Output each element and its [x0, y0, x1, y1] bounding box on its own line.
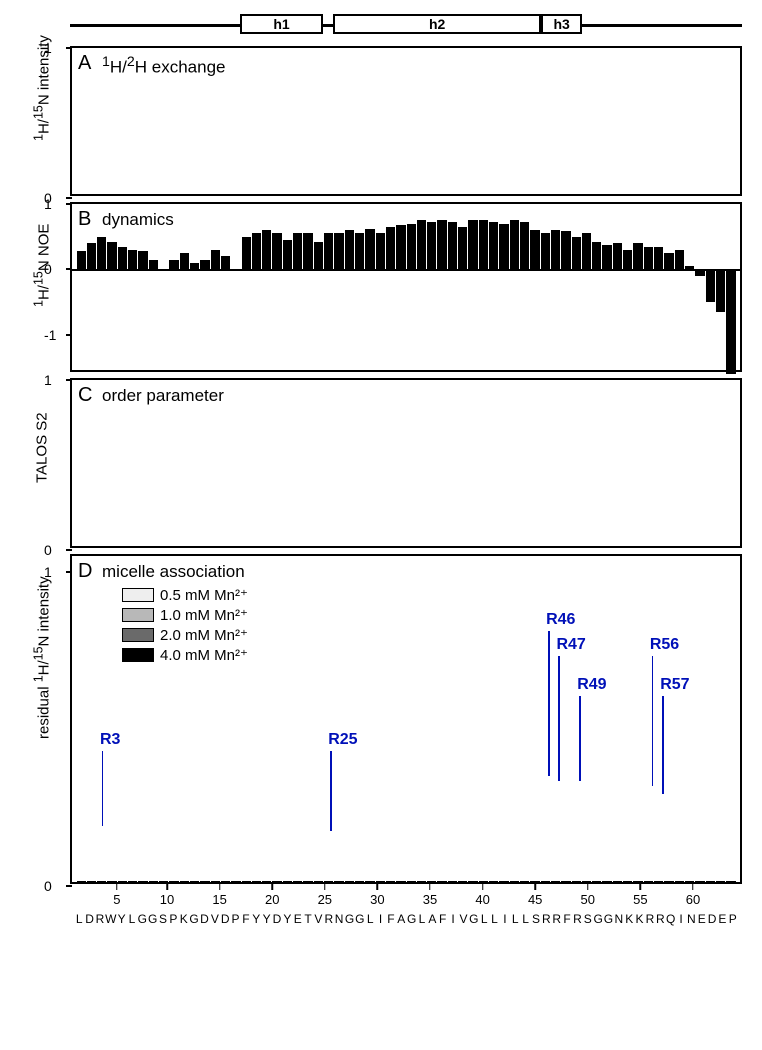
- seq-letter: R: [572, 912, 582, 926]
- ytick: 0: [44, 878, 52, 894]
- x-axis: 51015202530354045505560 LDRWYLGGSPKGDVDP…: [70, 886, 742, 936]
- seq-letter: S: [158, 912, 168, 926]
- seq-letter: R: [541, 912, 551, 926]
- seq-letter: W: [105, 912, 116, 926]
- panel-d-ylabel: residual 1H/15N intensity: [32, 699, 53, 739]
- seq-letter: I: [448, 912, 458, 926]
- seq-letter: L: [489, 912, 499, 926]
- seq-letter: D: [84, 912, 94, 926]
- seq-letter: L: [74, 912, 84, 926]
- seq-letter: L: [510, 912, 520, 926]
- seq-letter: R: [95, 912, 105, 926]
- panel-a-ylabel: 1H/15N intensity: [32, 101, 53, 141]
- seq-letter: R: [645, 912, 655, 926]
- seq-letter: G: [355, 912, 365, 926]
- seq-letter: G: [137, 912, 147, 926]
- seq-letter: I: [676, 912, 686, 926]
- seq-letter: D: [199, 912, 209, 926]
- seq-letter: P: [728, 912, 738, 926]
- seq-letter: L: [520, 912, 530, 926]
- helix-strip: h1 h2h3: [70, 10, 742, 40]
- seq-letter: T: [303, 912, 313, 926]
- ytick: 1: [44, 564, 52, 580]
- seq-letter: F: [241, 912, 251, 926]
- ytick: 0: [44, 542, 52, 558]
- seq-letter: Y: [116, 912, 126, 926]
- seq-letter: F: [438, 912, 448, 926]
- seq-letter: L: [365, 912, 375, 926]
- seq-letter: K: [179, 912, 189, 926]
- seq-letter: E: [697, 912, 707, 926]
- seq-letter: K: [634, 912, 644, 926]
- seq-letter: A: [396, 912, 406, 926]
- seq-letter: L: [417, 912, 427, 926]
- seq-letter: A: [427, 912, 437, 926]
- seq-letter: P: [168, 912, 178, 926]
- seq-letter: L: [479, 912, 489, 926]
- seq-letter: G: [147, 912, 157, 926]
- seq-letter: L: [127, 912, 137, 926]
- seq-letter: G: [406, 912, 416, 926]
- x-ticks: 51015202530354045505560: [74, 886, 738, 906]
- ytick: 1: [44, 40, 52, 56]
- panel-c: TALOS S2 C order parameter 01: [70, 378, 742, 548]
- seq-letter: K: [624, 912, 634, 926]
- seq-letter: R: [655, 912, 665, 926]
- panel-a-bars: [76, 48, 736, 194]
- sequence-row: LDRWYLGGSPKGDVDPFYYDYETVRNGGLIFAGLAFIVGL…: [74, 912, 738, 926]
- seq-letter: D: [220, 912, 230, 926]
- seq-letter: S: [531, 912, 541, 926]
- seq-letter: N: [614, 912, 624, 926]
- seq-letter: N: [334, 912, 344, 926]
- ytick: 1: [44, 372, 52, 388]
- ytick: 1: [44, 196, 52, 212]
- seq-letter: D: [707, 912, 717, 926]
- seq-letter: I: [500, 912, 510, 926]
- seq-letter: Y: [251, 912, 261, 926]
- panel-c-bars: [76, 380, 736, 546]
- seq-letter: N: [686, 912, 696, 926]
- panel-d-bars: [76, 556, 736, 882]
- figure: h1 h2h3 1H/15N intensity A 1H/2H exchange…: [10, 10, 752, 936]
- seq-letter: F: [562, 912, 572, 926]
- helix-h3: h3: [541, 14, 583, 34]
- seq-letter: G: [603, 912, 613, 926]
- seq-letter: V: [458, 912, 468, 926]
- seq-letter: G: [344, 912, 354, 926]
- seq-letter: G: [593, 912, 603, 926]
- seq-letter: R: [552, 912, 562, 926]
- seq-letter: Q: [665, 912, 675, 926]
- seq-letter: S: [583, 912, 593, 926]
- panel-a: 1H/15N intensity A 1H/2H exchange 01: [70, 46, 742, 196]
- seq-letter: Y: [261, 912, 271, 926]
- seq-letter: G: [469, 912, 479, 926]
- seq-letter: V: [210, 912, 220, 926]
- seq-letter: F: [386, 912, 396, 926]
- ytick: 0: [44, 261, 52, 277]
- seq-letter: D: [272, 912, 282, 926]
- panel-c-ylabel: TALOS S2: [34, 443, 51, 483]
- seq-letter: Y: [282, 912, 292, 926]
- helix-h1: h1: [240, 14, 323, 34]
- ytick: -1: [44, 327, 56, 343]
- seq-letter: R: [324, 912, 334, 926]
- seq-letter: G: [189, 912, 199, 926]
- seq-letter: I: [375, 912, 385, 926]
- panel-d: residual 1H/15N intensity D micelle asso…: [70, 554, 742, 884]
- panel-b: 1H/15N NOE B dynamics -101: [70, 202, 742, 372]
- seq-letter: E: [293, 912, 303, 926]
- helix-h2: h2: [333, 14, 541, 34]
- panel-b-bars: [76, 204, 736, 370]
- seq-letter: P: [230, 912, 240, 926]
- seq-letter: E: [717, 912, 727, 926]
- seq-letter: V: [313, 912, 323, 926]
